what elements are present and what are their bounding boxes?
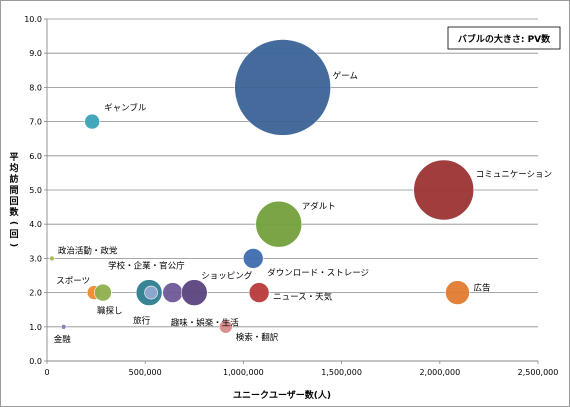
y-axis-title-char: ( bbox=[8, 221, 18, 225]
size-note-text: バブルの大きさ: PV数 bbox=[458, 33, 551, 45]
y-tick-label: 10.0 bbox=[24, 15, 42, 24]
y-tick-label: 9.0 bbox=[29, 49, 42, 58]
x-tick-label: 2,500,000 bbox=[518, 368, 559, 377]
bubble bbox=[49, 255, 55, 262]
x-tick-label: 1,500,000 bbox=[321, 368, 362, 377]
bubble-series bbox=[49, 39, 475, 334]
bubble-label: コミュニケーション bbox=[476, 170, 552, 180]
axes bbox=[44, 18, 539, 364]
bubble bbox=[445, 280, 470, 305]
y-axis-title-char: 数 bbox=[9, 206, 19, 218]
y-axis-title-char: 回 bbox=[9, 229, 18, 240]
y-axis-title-char: 問 bbox=[9, 185, 18, 196]
y-tick-label: 7.0 bbox=[29, 118, 42, 127]
y-axis-title-char: 訪 bbox=[9, 173, 18, 185]
y-tick-label: 3.0 bbox=[29, 254, 42, 263]
y-axis-title-char: 均 bbox=[9, 162, 18, 174]
y-tick-label: 5.0 bbox=[29, 186, 42, 195]
x-tick-label: 500,000 bbox=[129, 368, 162, 377]
bubble-label: ニュース・天気 bbox=[273, 292, 333, 303]
y-tick-label: 4.0 bbox=[29, 220, 42, 229]
bubble-label: 金融 bbox=[54, 334, 72, 345]
bubble-label: ゲーム bbox=[333, 70, 358, 81]
bubble bbox=[234, 39, 331, 136]
y-axis-title-char: ) bbox=[8, 243, 18, 247]
bubble-label: スポーツ bbox=[56, 277, 90, 287]
bubble bbox=[242, 248, 264, 269]
bubble-label: ショッピング bbox=[201, 271, 253, 282]
y-tick-label: 1.0 bbox=[29, 323, 42, 332]
bubble bbox=[413, 159, 475, 221]
bubble bbox=[144, 285, 158, 300]
bubble bbox=[181, 279, 208, 306]
bubble bbox=[248, 282, 270, 303]
bubble-label: 政治活動・政党 bbox=[58, 245, 118, 256]
x-tick-label: 0 bbox=[44, 368, 49, 377]
y-tick-label: 2.0 bbox=[29, 289, 42, 298]
size-note-box bbox=[447, 26, 561, 50]
bubble bbox=[255, 200, 303, 248]
bubble-label: 広告 bbox=[473, 283, 490, 294]
y-tick-label: 8.0 bbox=[29, 83, 42, 92]
bubble-label: 旅行 bbox=[133, 316, 151, 327]
bubble-label: ギャンブル bbox=[104, 103, 147, 114]
bubble-label: 検索・翻訳 bbox=[236, 332, 279, 343]
bubble bbox=[84, 113, 100, 130]
bubble bbox=[162, 282, 183, 303]
x-tick-labels: 0 500,000 1,000,000 1,500,000 2,000,000 2,500… bbox=[44, 368, 558, 377]
bubble-label: 学校・企業・官公庁 bbox=[108, 261, 185, 272]
y-tick-label: 6.0 bbox=[29, 152, 42, 161]
y-tick-labels: 0.0 1.0 2.0 3.0 4.0 5.0 6.0 7.0 8.0 9.0 10.0 bbox=[24, 15, 42, 366]
bubble bbox=[94, 283, 112, 302]
y-axis-title-char: 平 bbox=[9, 152, 18, 163]
bubble bbox=[60, 323, 67, 330]
x-tick-label: 2,000,000 bbox=[419, 368, 460, 377]
x-tick-label: 1,000,000 bbox=[223, 368, 264, 377]
bubble-label: ダウンロード・ストレージ bbox=[267, 267, 369, 278]
bubble bbox=[218, 319, 233, 334]
x-axis-title: ユニークユーザー数(人) bbox=[233, 389, 331, 401]
y-axis-title-char: 回 bbox=[9, 196, 18, 207]
bubble-label: 職探し bbox=[97, 306, 123, 317]
bubble-label: 趣味・娯楽・生活 bbox=[171, 318, 240, 329]
y-tick-label: 0.0 bbox=[29, 357, 42, 366]
bubble-label: アダルト bbox=[302, 201, 336, 212]
